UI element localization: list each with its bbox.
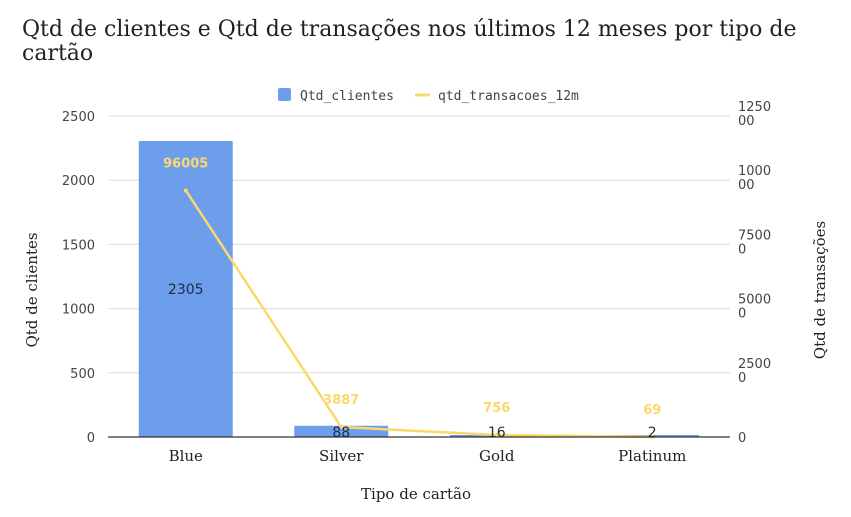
x-tick-label: Blue — [169, 447, 203, 465]
x-tick-label: Platinum — [618, 447, 686, 465]
y2-tick-line: 0 — [738, 242, 746, 257]
bar — [138, 141, 233, 437]
y-tick-label: 2000 — [62, 174, 95, 189]
line-data-label: 96005 — [163, 156, 208, 171]
x-axis: Blue Silver Gold Platinum — [108, 436, 730, 465]
y2-tick-label: 7500 0 — [738, 228, 771, 257]
y2-tick-line: 1250 — [738, 100, 771, 115]
data-labels: 2305 88 16 2 96005 3887 756 69 — [163, 156, 661, 441]
line-point — [339, 425, 344, 430]
y-tick-label: 0 — [87, 431, 95, 446]
x-tick-label: Silver — [319, 447, 364, 465]
bar-data-label: 88 — [332, 425, 350, 441]
y-tick-label: 1000 — [62, 303, 95, 318]
legend-label: qtd_transacoes_12m — [438, 89, 579, 104]
line-data-label: 3887 — [323, 393, 359, 408]
y2-tick-label: 1250 00 — [738, 100, 771, 129]
bar-data-label: 2305 — [168, 282, 204, 298]
legend-label: Qtd_clientes — [300, 89, 394, 104]
line-series — [183, 188, 655, 439]
y2-tick-line: 0 — [738, 371, 746, 386]
legend-swatch-bar — [278, 88, 291, 101]
y2-tick-line: 7500 — [738, 228, 771, 243]
x-axis-title: Tipo de cartão — [361, 485, 471, 503]
y2-tick-label: 1000 00 — [738, 164, 771, 193]
legend: Qtd_clientes qtd_transacoes_12m — [278, 88, 579, 104]
y-axis-title: Qtd de clientes — [23, 232, 41, 347]
y-tick-label: 500 — [70, 367, 95, 382]
chart-title: Qtd de clientes e Qtd de transações nos … — [22, 17, 797, 66]
y2-tick-label: 5000 0 — [738, 293, 771, 322]
y2-tick-line: 00 — [738, 114, 755, 129]
y2-axis-title: Qtd de transações — [811, 221, 829, 359]
y2-tick-line: 2500 — [738, 357, 771, 372]
y2-tick-label: 0 — [738, 431, 746, 446]
bar-series — [138, 141, 700, 437]
y2-tick-line: 0 — [738, 431, 746, 446]
line-data-label: 756 — [483, 401, 510, 416]
y2-tick-label: 2500 0 — [738, 357, 771, 386]
y2-tick-line: 0 — [738, 307, 746, 322]
y2-tick-line: 1000 — [738, 164, 771, 179]
series-line — [184, 189, 653, 439]
bar-data-label: 2 — [648, 425, 657, 441]
line-point — [494, 433, 499, 438]
y-axis-left: 0 500 1000 1500 2000 2500 — [62, 110, 95, 446]
line-point — [183, 188, 188, 193]
bar-data-label: 16 — [488, 425, 506, 441]
y2-tick-line: 00 — [738, 178, 755, 193]
line-data-label: 69 — [643, 403, 661, 418]
y-tick-label: 2500 — [62, 110, 95, 125]
x-tick-label: Gold — [479, 447, 515, 465]
y-tick-label: 1500 — [62, 238, 95, 253]
y2-tick-line: 5000 — [738, 293, 771, 308]
